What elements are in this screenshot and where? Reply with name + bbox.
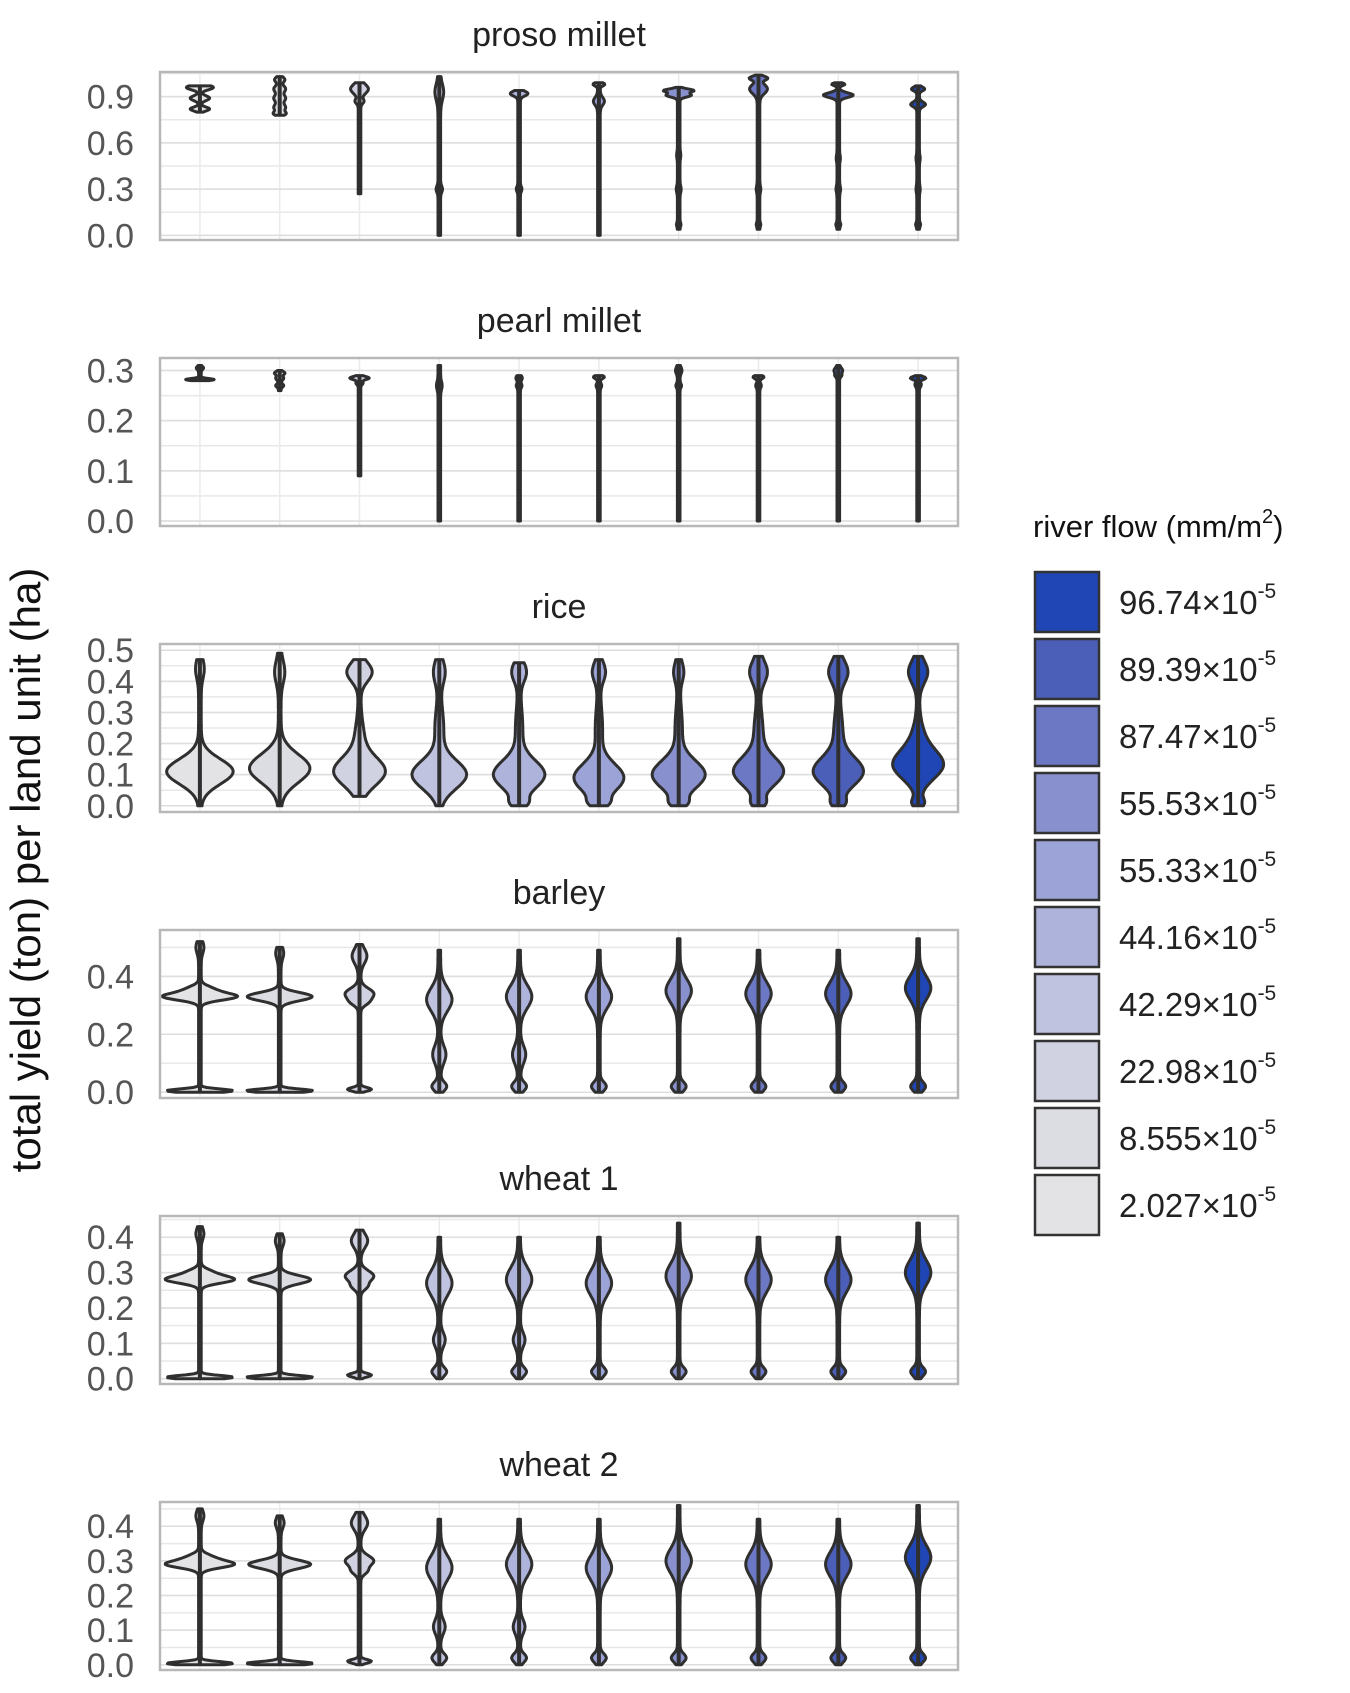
panel-bg [160,1216,958,1384]
legend-label: 96.74×10-5 [1119,580,1276,621]
panel-frame [158,70,960,242]
y-tick-label: 0.2 [87,403,134,441]
y-tick-label: 0.2 [87,1578,134,1616]
y-tick-label: 0.4 [87,1219,134,1257]
y-tick-label: 0.0 [87,503,134,541]
legend-swatch [1033,972,1101,1036]
panel-title: pearl millet [477,302,642,340]
legend-swatch [1033,570,1101,634]
y-tick-label: 0.3 [87,171,134,209]
panel-bg [160,930,958,1098]
legend-swatch [1033,1173,1101,1237]
y-tick-label: 0.3 [87,353,134,391]
y-axis-label: total yield (ton) per land unit (ha) [2,568,49,1173]
legend-label: 89.39×10-5 [1119,647,1276,688]
y-tick-label: 0.1 [87,453,134,491]
legend-swatch [1033,637,1101,701]
panel-4: 0.00.10.20.30.4 wheat 1 [87,1160,960,1399]
y-tick-label: 0.0 [87,217,134,255]
panel-frame [158,1214,960,1386]
panel-frame [158,1500,960,1672]
panel-title: wheat 2 [498,1446,618,1484]
panel-title: barley [513,874,606,912]
panel-frame [158,356,960,528]
y-tick-label: 0.1 [87,757,134,795]
panel-title: rice [532,588,587,626]
panel-0: 0.0 0.3 0.6 0.9 proso millet [87,16,960,255]
legend: river flow (mm/m2) 96.74×10-5 89.39×10-5 8… [1033,506,1284,1237]
y-tick-label: 0.0 [87,1074,134,1112]
y-tick-label: 0.3 [87,694,134,732]
legend-label: 2.027×10-5 [1119,1183,1276,1224]
y-tick-label: 0.0 [87,788,134,826]
y-tick-label: 0.1 [87,1612,134,1650]
panel-bg [160,1502,958,1670]
legend-swatch [1033,771,1101,835]
y-tick-label: 0.2 [87,726,134,764]
panel-2: 0.00.10.20.30.40.5 rice [87,588,960,826]
legend-title: river flow (mm/m2) [1033,506,1284,544]
legend-swatch [1033,1039,1101,1103]
legend-label: 87.47×10-5 [1119,714,1276,755]
y-tick-label: 0.0 [87,1647,134,1685]
legend-swatch [1033,704,1101,768]
panel-frame [158,928,960,1100]
legend-swatch [1033,905,1101,969]
y-tick-label: 0.3 [87,1543,134,1581]
legend-title-end: ) [1273,509,1283,544]
legend-label: 55.33×10-5 [1119,848,1276,889]
panel-5: 0.00.10.20.30.4 wheat 2 [87,1446,960,1685]
y-tick-label: 0.2 [87,1016,134,1054]
panel-title: proso millet [472,16,646,54]
y-tick-label: 0.3 [87,1255,134,1293]
panel-bg [160,358,958,526]
legend-label: 22.98×10-5 [1119,1049,1276,1090]
panel-1: 0.0 0.1 0.2 0.3 pearl millet [87,302,960,541]
legend-label: 55.53×10-5 [1119,781,1276,822]
legend-label: 8.555×10-5 [1119,1116,1276,1157]
y-tick-label: 0.1 [87,1325,134,1363]
y-tick-label: 0.0 [87,1361,134,1399]
panel-frame [158,642,960,814]
panel-title: wheat 1 [498,1160,618,1198]
y-tick-label: 0.4 [87,1508,134,1546]
y-tick-label: 0.4 [87,663,134,701]
legend-label: 44.16×10-5 [1119,915,1276,956]
legend-title-main: river flow (mm/m [1033,509,1262,544]
panel-3: 0.0 0.2 0.4 barley [87,874,960,1112]
legend-swatch [1033,838,1101,902]
y-tick-label: 0.4 [87,958,134,996]
legend-label: 42.29×10-5 [1119,982,1276,1023]
legend-swatch [1033,1106,1101,1170]
legend-title-sup: 2 [1262,506,1273,528]
y-tick-label: 0.6 [87,125,134,163]
y-tick-label: 0.5 [87,632,134,670]
y-tick-label: 0.9 [87,79,134,117]
y-tick-label: 0.2 [87,1290,134,1328]
